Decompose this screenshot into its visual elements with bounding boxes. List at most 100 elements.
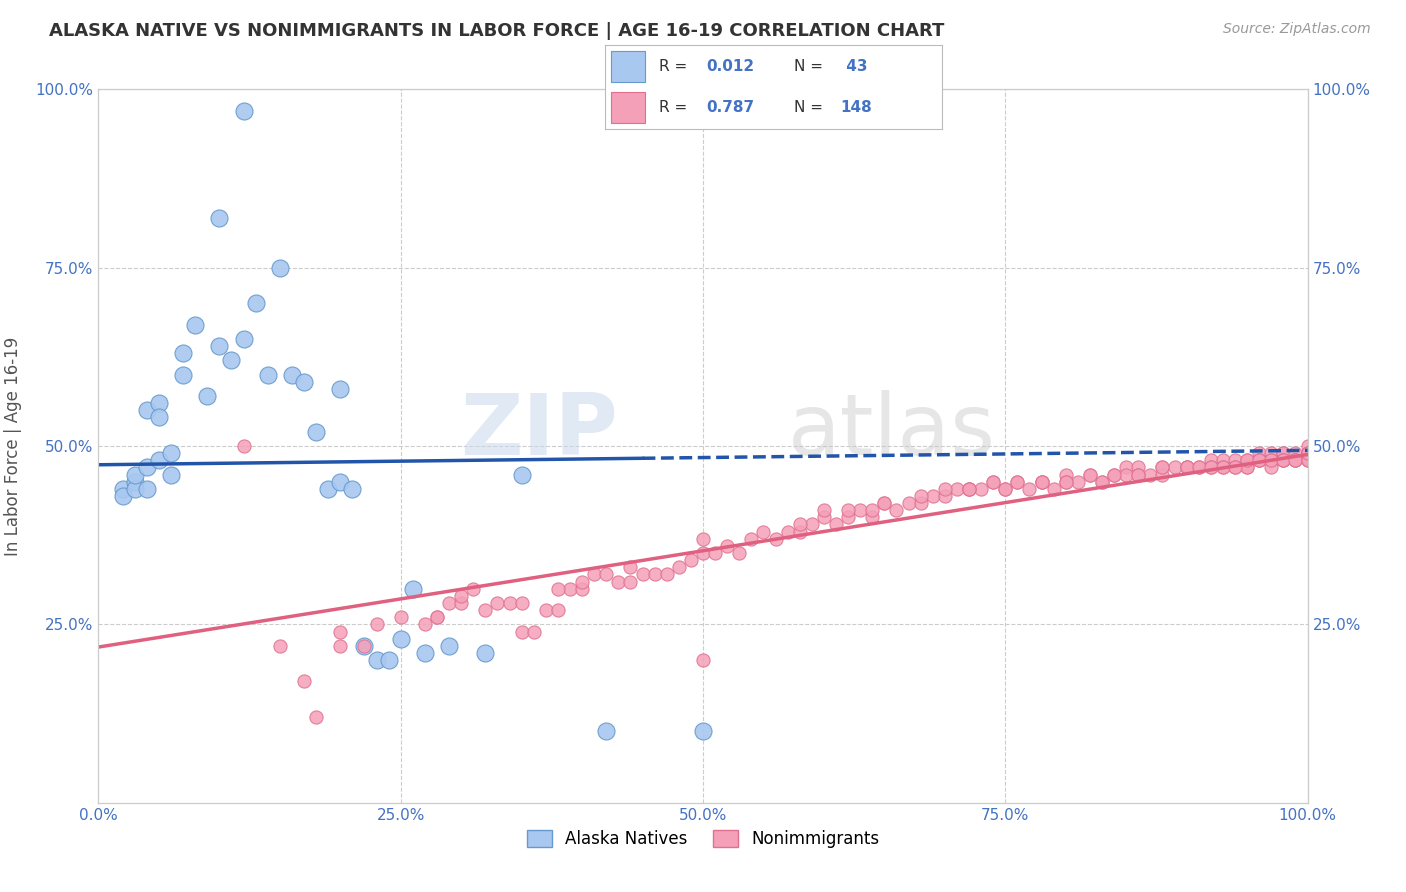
- Point: [1102, 467, 1125, 482]
- Point: [342, 482, 364, 496]
- Point: [897, 496, 920, 510]
- Point: [692, 532, 714, 546]
- Point: [1284, 453, 1306, 467]
- Point: [1054, 467, 1077, 482]
- Point: [1223, 460, 1246, 475]
- Point: [474, 646, 496, 660]
- Point: [1115, 467, 1137, 482]
- Point: [692, 724, 714, 739]
- Point: [849, 503, 872, 517]
- Point: [970, 482, 993, 496]
- Point: [402, 582, 425, 596]
- Point: [619, 574, 641, 589]
- Point: [523, 624, 546, 639]
- Point: [245, 296, 267, 310]
- Point: [1272, 453, 1295, 467]
- Point: [1152, 460, 1174, 475]
- Point: [329, 475, 352, 489]
- Point: [1236, 460, 1258, 475]
- Point: [256, 368, 278, 382]
- Point: [184, 318, 207, 332]
- Point: [631, 567, 654, 582]
- Point: [1296, 446, 1319, 460]
- Point: [474, 603, 496, 617]
- Point: [450, 589, 472, 603]
- Point: [1128, 467, 1150, 482]
- Point: [148, 453, 170, 467]
- Point: [1139, 467, 1161, 482]
- Point: [1175, 460, 1198, 475]
- Point: [886, 503, 908, 517]
- Point: [1199, 453, 1222, 467]
- Point: [860, 510, 883, 524]
- Point: [1175, 460, 1198, 475]
- Point: [825, 517, 848, 532]
- Point: [1007, 475, 1029, 489]
- Y-axis label: In Labor Force | Age 16-19: In Labor Force | Age 16-19: [4, 336, 21, 556]
- Point: [1212, 460, 1234, 475]
- Point: [1152, 460, 1174, 475]
- Point: [1212, 453, 1234, 467]
- Point: [1296, 453, 1319, 467]
- Point: [813, 510, 835, 524]
- Point: [413, 617, 436, 632]
- Point: [426, 610, 449, 624]
- Point: [1272, 453, 1295, 467]
- Point: [1067, 475, 1090, 489]
- Point: [1296, 446, 1319, 460]
- Point: [910, 496, 932, 510]
- Point: [437, 596, 460, 610]
- Point: [1249, 446, 1271, 460]
- Point: [1223, 453, 1246, 467]
- Point: [389, 632, 412, 646]
- Point: [329, 382, 352, 396]
- Point: [1212, 460, 1234, 475]
- Point: [208, 339, 231, 353]
- Point: [776, 524, 799, 539]
- Point: [728, 546, 751, 560]
- Text: 43: 43: [841, 59, 868, 74]
- FancyBboxPatch shape: [612, 92, 645, 122]
- Point: [450, 596, 472, 610]
- Point: [1249, 453, 1271, 467]
- Point: [1018, 482, 1040, 496]
- Point: [595, 724, 617, 739]
- Point: [619, 560, 641, 574]
- Point: [1128, 460, 1150, 475]
- Point: [837, 503, 859, 517]
- Text: 0.787: 0.787: [706, 100, 754, 115]
- Point: [124, 482, 146, 496]
- Point: [1260, 460, 1282, 475]
- Point: [232, 103, 254, 118]
- Point: [292, 674, 315, 689]
- Point: [921, 489, 943, 503]
- Text: N =: N =: [793, 59, 823, 74]
- Point: [1236, 460, 1258, 475]
- Point: [366, 617, 388, 632]
- Point: [547, 582, 569, 596]
- Point: [1249, 453, 1271, 467]
- Point: [124, 475, 146, 489]
- Point: [377, 653, 399, 667]
- Text: N =: N =: [793, 100, 823, 115]
- Point: [1296, 453, 1319, 467]
- Point: [547, 603, 569, 617]
- Text: ALASKA NATIVE VS NONIMMIGRANTS IN LABOR FORCE | AGE 16-19 CORRELATION CHART: ALASKA NATIVE VS NONIMMIGRANTS IN LABOR …: [49, 22, 945, 40]
- Point: [1152, 467, 1174, 482]
- Point: [679, 553, 702, 567]
- Point: [329, 639, 352, 653]
- Point: [305, 710, 328, 724]
- Point: [860, 503, 883, 517]
- Text: atlas: atlas: [787, 390, 995, 474]
- Point: [172, 346, 194, 360]
- Point: [1102, 467, 1125, 482]
- Point: [1091, 475, 1114, 489]
- Point: [716, 539, 738, 553]
- Point: [1031, 475, 1053, 489]
- Point: [957, 482, 980, 496]
- Point: [1284, 453, 1306, 467]
- Point: [1042, 482, 1064, 496]
- Point: [1272, 446, 1295, 460]
- Point: [1031, 475, 1053, 489]
- Point: [1260, 446, 1282, 460]
